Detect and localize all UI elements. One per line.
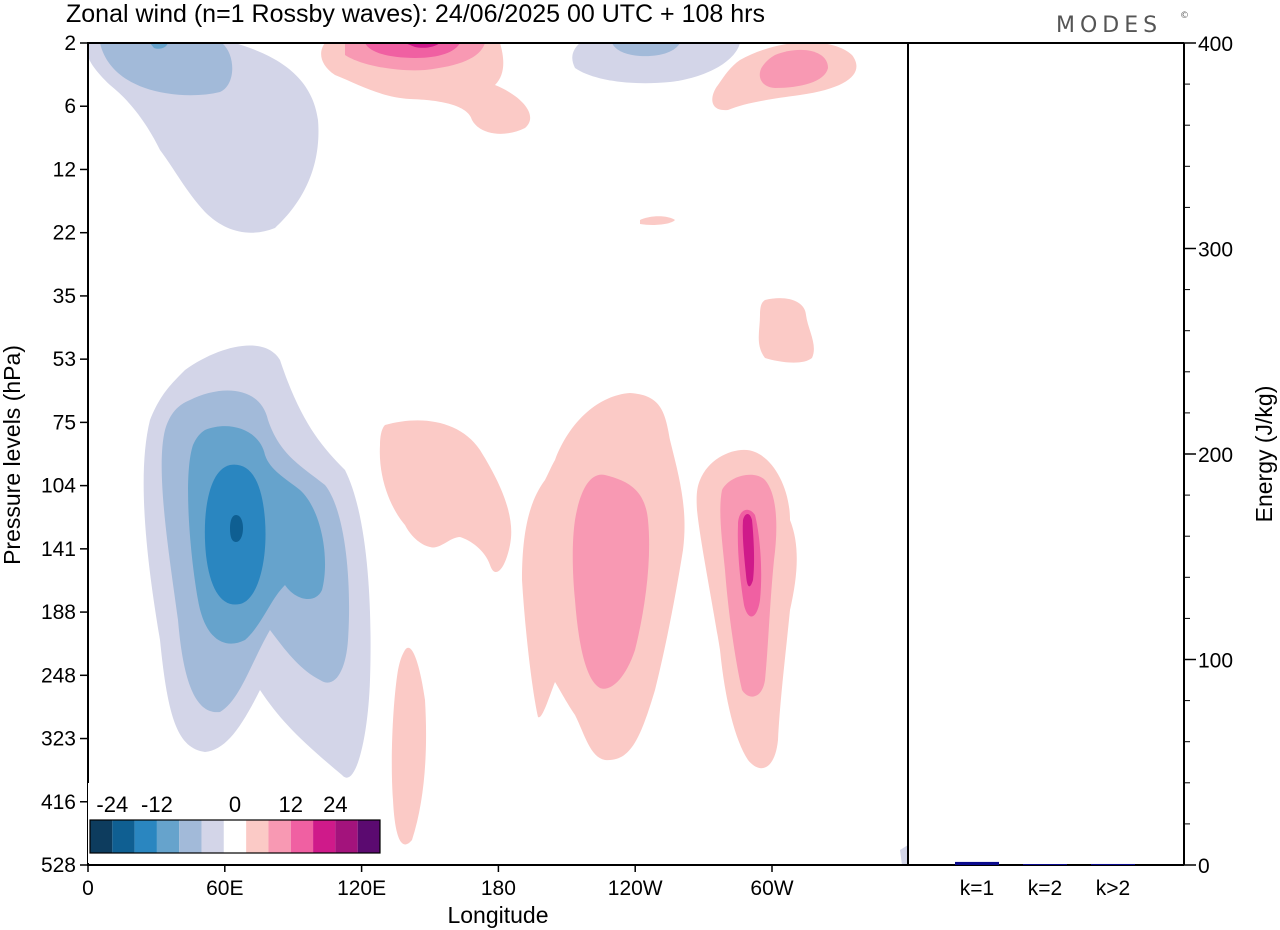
negative-anomaly-edge <box>900 845 908 865</box>
y-tick-label: 323 <box>41 728 76 751</box>
energy-bar <box>1091 863 1135 865</box>
colorbar-cell <box>156 820 180 853</box>
y-axis-ticks: 2 6 12 22 35 53 75 104 141 188 248 323 416 528 <box>41 32 88 877</box>
y-axis-label: Pressure levels (hPa) <box>0 345 25 565</box>
positive-anomaly-lower-pacific <box>522 393 685 761</box>
colorbar-tick-label: -12 <box>141 792 173 817</box>
y-tick-label: 6 <box>64 95 76 118</box>
y-tick-label: 104 <box>41 475 76 498</box>
colorbar-tick-label: -24 <box>96 792 128 817</box>
colorbar-cell <box>201 820 224 853</box>
energy-bar <box>955 861 999 865</box>
y-tick-label: 416 <box>41 791 76 814</box>
positive-anomaly-lower-central <box>379 420 512 573</box>
energy-tick-label: 100 <box>1198 650 1233 673</box>
energy-axis-label: Energy (J/kg) <box>1251 386 1277 523</box>
y-tick-label: 188 <box>41 601 76 624</box>
contour-fill <box>230 515 243 542</box>
contour-fill <box>759 49 828 88</box>
negative-anomaly-upper-west-pacific <box>572 43 740 84</box>
positive-anomaly-deep-central <box>391 647 427 845</box>
colorbar-cell <box>179 820 202 853</box>
energy-y-ticks: 0 100 200 300 400 <box>1184 33 1233 878</box>
y-tick-label: 141 <box>41 538 76 561</box>
energy-bar-chart: 0 100 200 300 400 k=1 k=2 k>2 Energy (J/kg) <box>908 33 1277 900</box>
x-tick-label: 120E <box>337 877 386 900</box>
brand-mark: © <box>1180 11 1189 21</box>
contour-fill <box>365 43 460 58</box>
energy-tick-label: 400 <box>1198 33 1233 56</box>
energy-x-ticks: k=1 k=2 k>2 <box>960 877 1130 900</box>
energy-tick-label: 200 <box>1198 444 1233 467</box>
colorbar-cells <box>89 819 381 854</box>
colorbar-cell <box>223 820 247 853</box>
x-axis-label: Longitude <box>447 902 548 928</box>
colorbar-cell <box>246 820 269 853</box>
chart-title: Zonal wind (n=1 Rossby waves): 24/06/202… <box>66 0 765 28</box>
colorbar-ticks: -24 -12 0 12 24 <box>96 792 347 817</box>
negative-anomaly-lower-east <box>143 345 371 778</box>
positive-anomaly-lower-east <box>696 449 797 769</box>
brand-logo: MODES <box>1056 13 1162 38</box>
energy-tick-label: 0 <box>1198 855 1210 878</box>
x-tick-label: 60W <box>750 877 793 900</box>
negative-anomaly-upper-west <box>88 43 319 233</box>
colorbar-tick-label: 24 <box>323 792 347 817</box>
colorbar-border <box>89 819 381 854</box>
colorbar-tick-label: 0 <box>229 792 241 817</box>
x-axis-ticks: 0 60E 120E 180 120W 60W <box>82 865 794 900</box>
colorbar-cell <box>90 820 113 853</box>
x-tick-label: 180 <box>481 877 516 900</box>
y-tick-label: 528 <box>41 854 76 877</box>
contour-fill <box>150 43 168 49</box>
contour-fill <box>100 43 233 96</box>
colorbar-tick-label: 12 <box>279 792 303 817</box>
colorbar: -24 -12 0 12 24 <box>88 783 386 863</box>
colorbar-cell <box>112 820 135 853</box>
y-tick-label: 12 <box>53 158 76 181</box>
positive-anomaly-mid-east <box>758 298 814 363</box>
y-tick-label: 248 <box>41 664 76 687</box>
contour-fill <box>88 43 319 233</box>
contour-fill <box>612 43 680 57</box>
x-tick-label: 60E <box>206 877 243 900</box>
colorbar-cell <box>268 820 291 853</box>
positive-anomaly-small <box>640 216 675 225</box>
energy-category-label: k=1 <box>960 877 994 900</box>
colorbar-cell <box>335 820 358 853</box>
heatmap-plot: 0 60E 120E 180 120W 60W 2 6 12 22 35 53 75 104 141 188… <box>0 32 909 928</box>
positive-anomaly-upper-central <box>321 43 531 134</box>
contour-fill <box>572 43 740 84</box>
positive-anomaly-upper-east <box>712 42 857 111</box>
contour-fill <box>405 43 440 48</box>
colorbar-cell <box>134 820 157 853</box>
x-tick-label: 0 <box>82 877 94 900</box>
contour-fill <box>572 474 650 689</box>
energy-category-label: k>2 <box>1096 877 1130 900</box>
y-tick-label: 22 <box>53 222 76 245</box>
energy-bar <box>1023 864 1067 865</box>
energy-tick-label: 300 <box>1198 239 1233 262</box>
y-tick-label: 2 <box>64 32 76 55</box>
energy-category-label: k=2 <box>1028 877 1062 900</box>
energy-bars <box>955 861 1135 865</box>
colorbar-cell <box>357 820 380 853</box>
colorbar-cell <box>313 820 336 853</box>
x-tick-label: 120W <box>608 877 663 900</box>
y-tick-label: 35 <box>53 285 76 308</box>
y-tick-label: 75 <box>53 411 76 434</box>
colorbar-cell <box>290 820 314 853</box>
contour-fill <box>742 514 755 587</box>
y-tick-label: 53 <box>53 348 76 371</box>
